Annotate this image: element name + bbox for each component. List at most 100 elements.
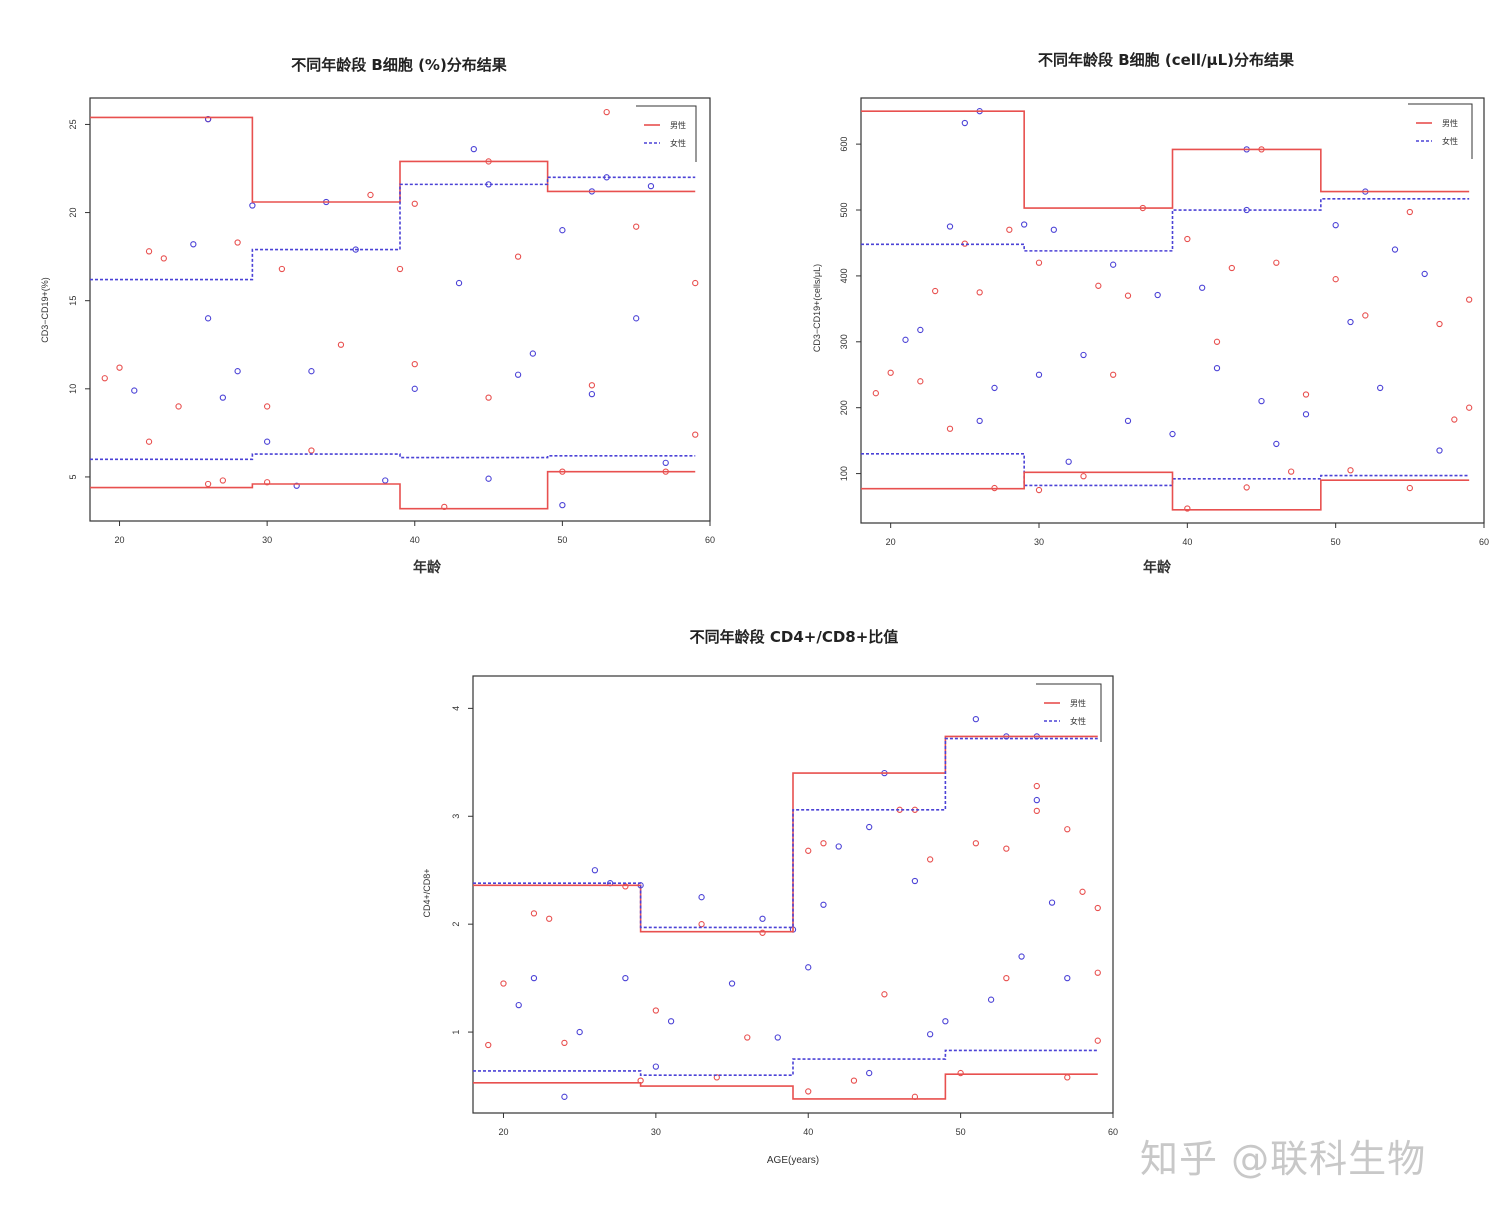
male-data-point <box>698 921 705 928</box>
female-data-point <box>805 964 812 971</box>
y-tick-label: 5 <box>68 474 78 479</box>
female-data-point <box>559 227 566 234</box>
female-data-point <box>263 438 271 445</box>
legend-male-label: 男性 <box>670 120 686 130</box>
male-data-point <box>713 1074 720 1081</box>
x-axis-label: AGE(years) <box>767 1155 819 1166</box>
male-data-point <box>1347 467 1354 474</box>
female-data-point <box>942 1018 949 1025</box>
male-data-point <box>530 910 538 917</box>
female-data-point <box>588 390 596 398</box>
female-lower-reference-line <box>90 453 696 461</box>
male-data-point <box>1273 259 1280 266</box>
y-tick-label: 100 <box>839 466 849 481</box>
male-data-point <box>926 856 934 863</box>
male-data-point <box>976 289 983 296</box>
male-data-point <box>1302 391 1310 398</box>
female-data-point <box>759 915 766 922</box>
plot-frame <box>89 97 711 522</box>
legend-male-label: 男性 <box>1070 698 1086 708</box>
male-data-point <box>263 479 271 486</box>
female-data-point <box>698 894 705 901</box>
male-data-point <box>946 425 954 432</box>
female-data-point <box>559 501 566 509</box>
chart-b-cell-percent: 不同年龄段 B细胞 (%)分布结果 年龄 CD3−CD19+(%) 20 30 40… <box>40 56 715 576</box>
male-data-point <box>1288 468 1295 475</box>
y-tick-label: 600 <box>839 137 849 152</box>
male-data-point <box>101 375 108 382</box>
female-data-point <box>411 385 418 392</box>
male-data-point <box>1406 208 1413 216</box>
male-data-point <box>588 382 596 389</box>
male-data-point <box>932 287 939 295</box>
female-data-point <box>1377 384 1384 392</box>
female-data-point <box>902 336 909 343</box>
female-data-point <box>1258 397 1265 405</box>
female-data-point <box>1154 291 1161 299</box>
x-tick-label: 40 <box>410 535 420 545</box>
chart-title: 不同年龄段 B细胞 (%)分布结果 <box>291 56 508 74</box>
female-data-point <box>234 368 241 375</box>
male-data-point <box>145 248 153 255</box>
male-data-point <box>957 1069 964 1077</box>
female-data-point <box>820 901 827 908</box>
male-data-point <box>887 369 894 376</box>
female-data-point <box>1332 222 1339 229</box>
y-axis-label: CD3−CD19+(%) <box>40 277 50 343</box>
male-data-point <box>278 265 286 273</box>
x-tick-label: 40 <box>803 1127 813 1137</box>
female-data-point <box>622 974 629 982</box>
x-tick-label: 20 <box>886 537 896 547</box>
female-data-point <box>1302 411 1310 418</box>
x-tick-label: 50 <box>1331 537 1341 547</box>
male-data-point <box>1451 416 1458 423</box>
y-tick-label: 200 <box>839 400 849 415</box>
male-data-point <box>1035 486 1043 494</box>
male-data-point <box>367 191 374 199</box>
male-data-point <box>1362 312 1369 319</box>
female-data-point <box>219 394 227 401</box>
male-data-point <box>263 403 271 410</box>
female-data-point <box>561 1093 568 1100</box>
male-data-point <box>881 991 888 998</box>
female-data-point <box>131 387 138 394</box>
male-data-point <box>160 255 167 262</box>
x-tick-label: 60 <box>1479 537 1489 547</box>
male-data-point <box>337 341 345 348</box>
male-data-point <box>917 378 924 385</box>
x-tick-label: 20 <box>115 535 125 545</box>
y-tick-label: 10 <box>68 384 78 394</box>
female-data-point <box>529 350 537 357</box>
x-tick-label: 40 <box>1182 537 1192 547</box>
female-data-point <box>1124 417 1132 425</box>
male-data-point <box>1243 484 1250 491</box>
male-data-point <box>1466 404 1473 411</box>
female-data-point <box>991 384 998 392</box>
plot-frame <box>472 675 1114 1114</box>
x-tick-label: 50 <box>557 535 567 545</box>
female-data-point <box>662 459 669 466</box>
x-tick-label: 60 <box>705 535 715 545</box>
male-data-point <box>1466 296 1473 303</box>
male-data-point <box>219 477 227 484</box>
male-upper-reference-line <box>861 110 1470 209</box>
male-data-point <box>1332 276 1339 283</box>
male-data-point <box>633 223 640 230</box>
male-data-point <box>1110 371 1117 378</box>
male-lower-reference-line <box>473 1073 1098 1100</box>
male-data-point <box>1064 1074 1071 1081</box>
male-data-point <box>1003 845 1010 852</box>
y-tick-label: 3 <box>451 814 461 819</box>
female-data-point <box>774 1034 781 1041</box>
female-data-point <box>352 246 359 253</box>
male-data-point <box>692 279 699 287</box>
female-data-point <box>485 475 492 482</box>
female-data-point <box>866 823 873 831</box>
female-lower-reference-line <box>473 1049 1098 1077</box>
male-upper-reference-line <box>90 116 696 203</box>
female-data-point <box>1199 284 1206 291</box>
male-data-point <box>1094 969 1101 976</box>
y-tick-label: 2 <box>451 922 461 927</box>
female-data-point <box>987 996 995 1003</box>
